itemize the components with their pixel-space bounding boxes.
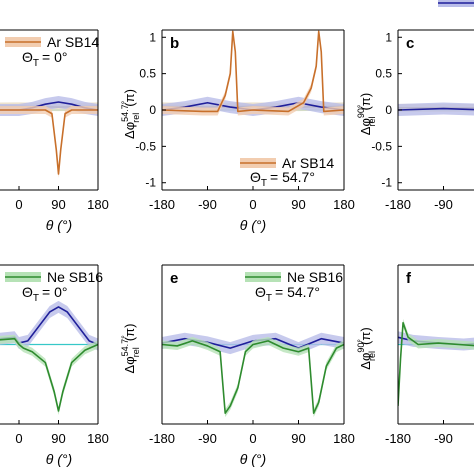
legend-label: Ne SB16 bbox=[47, 269, 103, 285]
plot-area bbox=[0, 96, 98, 178]
y-tick-label: 0.5 bbox=[139, 67, 156, 81]
series-band-model bbox=[0, 300, 98, 351]
x-tick-label: 0 bbox=[15, 431, 22, 446]
x-tick-label: -180 bbox=[385, 197, 411, 212]
y-axis-label: Δφ90°rel(π) bbox=[356, 93, 377, 135]
y-tick-label: -1 bbox=[381, 176, 392, 190]
y-tick-label: -0.5 bbox=[135, 139, 156, 153]
x-tick-label: 180 bbox=[87, 431, 109, 446]
x-tick-label: -180 bbox=[385, 431, 411, 446]
x-tick-label: 90 bbox=[51, 197, 65, 212]
plot-area bbox=[0, 300, 98, 415]
legend-swatch-model-partial bbox=[438, 0, 474, 7]
x-tick-label: 0 bbox=[15, 197, 22, 212]
x-tick-label: -90 bbox=[434, 431, 453, 446]
plot-area bbox=[398, 102, 474, 116]
y-tick-label: 1 bbox=[149, 30, 156, 44]
x-tick-label: 0 bbox=[249, 431, 256, 446]
y-axis-label-text: Δφ90°rel(π) bbox=[356, 327, 377, 369]
x-axis-label: θ (°) bbox=[240, 451, 266, 467]
y-axis-label-text: Δφ54.7°rel(π) bbox=[120, 89, 141, 139]
y-axis-label: Δφ54.7°rel(π) bbox=[120, 324, 141, 374]
plot-area bbox=[398, 318, 474, 410]
x-tick-label: 90 bbox=[291, 197, 305, 212]
y-axis-label: Δφ90°rel(π) bbox=[356, 327, 377, 369]
y-tick-label: -0.5 bbox=[371, 139, 392, 153]
x-tick-label: -90 bbox=[198, 197, 217, 212]
x-axis-label: θ (°) bbox=[46, 217, 72, 233]
panel-f-partial: -180 -90 Δφ90°rel(π) f bbox=[356, 264, 474, 446]
series-line-data bbox=[0, 337, 98, 412]
series-band-data bbox=[0, 106, 98, 178]
x-axis-label: θ (°) bbox=[46, 451, 72, 467]
y-axis-label-text: Δφ54.7°rel(π) bbox=[120, 324, 141, 374]
series-band-data bbox=[398, 318, 474, 410]
x-tick-label: -180 bbox=[149, 197, 175, 212]
y-axis-label-text: Δφ90°rel(π) bbox=[356, 93, 377, 135]
x-tick-label: 180 bbox=[333, 431, 355, 446]
series-band-data bbox=[162, 30, 344, 116]
y-axis-label: Δφ54.7°rel(π) bbox=[120, 89, 141, 139]
theta-annotation: ΘT = 54.7° bbox=[255, 284, 320, 304]
y-tick-label: 1 bbox=[385, 30, 392, 44]
theta-annotation: ΘT = 54.7° bbox=[250, 169, 315, 189]
series-line-data bbox=[162, 340, 344, 414]
panel-e: -180 -90 0 90 180 θ (°) Δφ54.7°rel(π) e Ne SB16Θ… bbox=[120, 264, 355, 467]
legend-label: Ar SB14 bbox=[282, 155, 334, 171]
panel-c-partial: -180 -90 1 0.5 0 -0.5 -1 Δφ90°rel(π) c bbox=[356, 29, 474, 212]
theta-annotation: ΘT = 0° bbox=[22, 49, 67, 69]
x-tick-label: 90 bbox=[291, 431, 305, 446]
plot-area bbox=[162, 30, 344, 116]
x-tick-label: 180 bbox=[333, 197, 355, 212]
plot-area bbox=[162, 332, 344, 418]
x-tick-label: 180 bbox=[87, 197, 109, 212]
y-tick-label: 0 bbox=[149, 103, 156, 117]
y-tick-label: -1 bbox=[145, 176, 156, 190]
series-line-data bbox=[162, 30, 344, 113]
panel-b: -180 -90 0 90 180 1 0.5 0 -0.5 -1 θ (°) Δφ54.7°rel(… bbox=[120, 29, 355, 233]
series-line-data bbox=[0, 109, 98, 175]
x-tick-label: 90 bbox=[51, 431, 65, 446]
x-tick-label: -180 bbox=[149, 431, 175, 446]
panel-label: e bbox=[170, 270, 178, 287]
theta-annotation: ΘT = 0° bbox=[22, 284, 67, 304]
x-tick-label: 0 bbox=[249, 197, 256, 212]
panel-label: b bbox=[170, 35, 179, 52]
x-tick-label: -90 bbox=[434, 197, 453, 212]
panel-label: f bbox=[406, 270, 412, 287]
x-axis-label: θ (°) bbox=[240, 217, 266, 233]
y-tick-label: 0.5 bbox=[375, 67, 392, 81]
legend-label: Ar SB14 bbox=[47, 34, 99, 50]
y-tick-label: 0 bbox=[385, 103, 392, 117]
legend-label: Ne SB16 bbox=[287, 269, 343, 285]
x-tick-label: -90 bbox=[198, 431, 217, 446]
panel-label: c bbox=[406, 35, 414, 52]
